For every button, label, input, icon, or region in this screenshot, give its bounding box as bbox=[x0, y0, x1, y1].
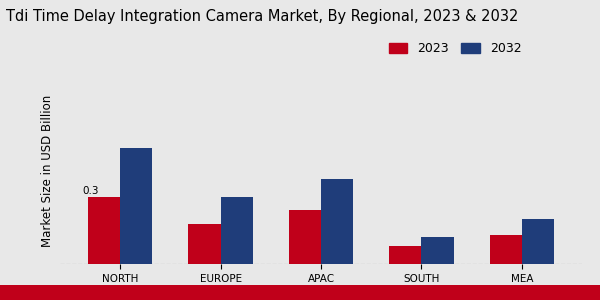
Text: 0.3: 0.3 bbox=[83, 186, 99, 196]
Bar bbox=[289, 210, 321, 264]
Text: Tdi Time Delay Integration Camera Market, By Regional, 2023 & 2032: Tdi Time Delay Integration Camera Market… bbox=[6, 9, 518, 24]
Bar bbox=[321, 179, 353, 264]
Bar bbox=[120, 148, 152, 264]
Bar bbox=[522, 219, 554, 264]
Bar bbox=[421, 237, 454, 264]
Y-axis label: Market Size in USD Billion: Market Size in USD Billion bbox=[41, 95, 55, 247]
Legend: 2023, 2032: 2023, 2032 bbox=[389, 42, 522, 55]
Bar bbox=[221, 197, 253, 264]
Bar bbox=[490, 235, 522, 264]
Bar bbox=[389, 246, 421, 264]
Bar bbox=[188, 224, 221, 264]
Bar bbox=[88, 197, 120, 264]
